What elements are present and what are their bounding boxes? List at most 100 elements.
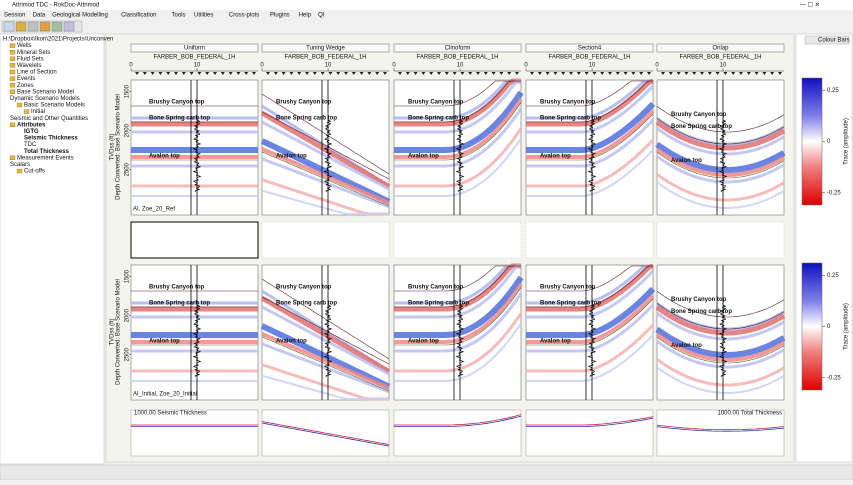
depth-marker [762,72,767,75]
event-line [656,152,785,179]
tree-item[interactable]: Initial [31,109,45,115]
title-bar [0,0,853,10]
tree-item[interactable]: H:\Dropbox\Ikon\2021\Projects\Unconven [3,37,113,43]
tree-item[interactable]: Measurement Events [17,155,74,161]
tree-item[interactable]: Basic Scenario Models [24,103,85,109]
event-line [656,118,785,145]
seismic-band [526,263,654,312]
tree-item[interactable]: Scalars [10,162,30,168]
tree-item[interactable]: Base Scenario Model [17,89,74,95]
column-header [656,43,785,53]
menu-item[interactable]: Utilities [194,13,213,19]
menu-item[interactable]: Plugins [270,13,290,19]
colour-bar-tab[interactable] [804,35,850,45]
depth-marker [181,72,186,75]
menu-item[interactable]: QI [318,13,325,19]
event-line [261,278,390,360]
toolbar-button[interactable] [3,21,15,32]
tree-item[interactable]: Fluid Sets [17,56,44,62]
event-label: Bone Spring carb top [540,301,601,307]
toolbar-button[interactable] [51,21,63,32]
tree-item[interactable]: TDC [24,142,37,148]
toolbar-button[interactable] [27,21,39,32]
seismic-band [526,269,655,319]
tree-item[interactable]: Seismic Thickness [24,136,78,142]
event-line [261,151,390,207]
event-label: Brushy Canyon top [540,100,596,106]
tree-icon [9,56,16,61]
event-label: Brushy Canyon top [149,100,205,106]
tree-item[interactable]: Dynamic Scenario Models [10,96,80,102]
tree-item[interactable]: Wells [17,43,32,49]
well-log [718,119,728,192]
y-tick-label: 2500 [125,162,131,176]
seismic-band [656,366,785,394]
seismic-band [394,137,522,197]
event-line [526,113,654,161]
seismic-band [656,181,785,209]
seismic-band [394,78,521,127]
seismic-band [261,342,390,394]
toolbar-button[interactable] [63,21,75,32]
menu-item[interactable]: Data [33,13,46,19]
depth-marker [576,72,581,75]
depth-marker [367,72,372,75]
seismic-band [526,118,655,168]
seismic-band [655,120,786,151]
seismic-band [394,79,521,120]
tree-item[interactable]: Cut-offs [24,169,45,175]
tree-item[interactable]: Seismic and Other Quantities [10,116,88,122]
depth-marker [700,72,704,75]
y-axis-sublabel: Depth Converted: Base Scenario Model [116,94,122,200]
event-line [526,298,654,346]
event-label: Avalon top [408,339,439,345]
seismic-band [656,358,785,387]
depth-marker [537,72,542,75]
empty-panel [130,221,259,259]
seismic-band [261,120,390,191]
depth-marker [252,72,256,75]
well-log [323,304,333,377]
menu-item[interactable]: Cross-plots [229,13,259,19]
seismic-band [526,294,655,344]
well-log [587,119,597,192]
tree-item[interactable]: IGTG [24,129,39,135]
tree-item[interactable]: Mineral Sets [17,50,50,56]
seismic-band [394,292,523,353]
depth-marker [429,72,434,75]
menu-item[interactable]: Geological Modelling [52,13,108,19]
tree-icon [9,63,16,68]
depth-marker [707,72,712,75]
tree-item[interactable]: Attributes [17,122,46,128]
window-title: Attrimod TDC - RokDoc-Attrimod [12,3,99,9]
thickness-curve [526,417,654,427]
menu-item[interactable]: Classification [121,13,156,19]
tree-item[interactable]: Line of Section [17,70,57,76]
event-label: Avalon top [671,343,702,349]
seismic-band [261,146,390,206]
well-name: FARBER_BOB_FEDERAL_1H [153,55,235,61]
tree-item[interactable]: Wavelets [17,63,41,69]
seismic-band [394,312,523,373]
menu-item[interactable]: Tools [172,13,186,19]
event-label: Avalon top [408,154,439,160]
colour-bar-tick-label: 0.25 [827,273,839,279]
colour-bar-tab-label[interactable]: Colour Bars [818,38,850,44]
tree-item[interactable]: Total Thickness [24,149,70,155]
panel-label: AI, Zoe_20_Ref [133,207,175,213]
menu-item[interactable]: Help [299,13,312,19]
menu-item[interactable]: Session [4,13,25,19]
tree-icon [9,76,16,81]
toolbar-button[interactable] [39,21,51,32]
seismic-band [526,84,655,134]
depth-marker [289,72,294,75]
window-controls[interactable]: — ☐ ✕ [800,2,820,9]
toolbar-button[interactable] [15,21,27,32]
y-tick-label: 2000 [125,308,131,322]
tree-item[interactable]: Events [17,76,35,82]
y-axis-sublabel: Depth Converted: Base Scenario Model [116,279,122,385]
tree-item[interactable]: Zones [17,83,34,89]
event-line [656,303,785,330]
depth-marker [515,72,519,75]
depth-marker [647,72,651,75]
